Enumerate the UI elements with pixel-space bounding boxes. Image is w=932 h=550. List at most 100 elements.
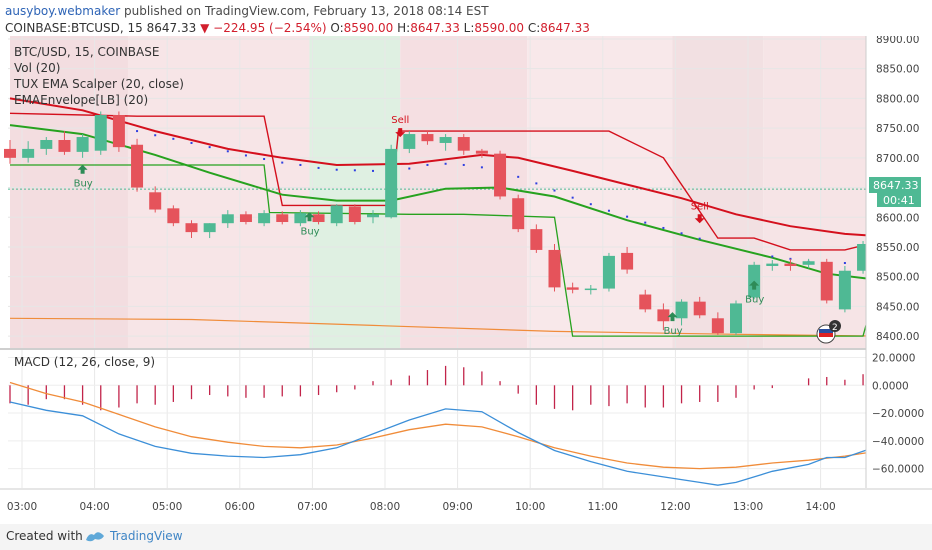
- macd-tick-label: −40.0000: [872, 436, 924, 448]
- price-tick-label: 8700.00: [876, 153, 919, 165]
- scalper-dot: [299, 163, 302, 166]
- open-value: 8590.00: [343, 21, 394, 35]
- legend-title[interactable]: BTC/USD, 15, COINBASE: [14, 45, 159, 59]
- candle-body: [330, 205, 343, 224]
- down-arrow-icon: ▼: [200, 21, 210, 35]
- candle-body: [294, 213, 307, 224]
- long-ema-line: [9, 317, 932, 338]
- legend-envelope[interactable]: EMAEnvelope[LB] (20): [14, 93, 148, 107]
- time-tick-label: 13:00: [733, 501, 763, 513]
- buy-arrow-icon: [749, 280, 760, 290]
- scalper-dot: [589, 203, 592, 206]
- candle-body: [475, 150, 488, 154]
- time-tick-label: 06:00: [225, 501, 255, 513]
- publish-line: ausyboy.webmaker published on TradingVie…: [5, 4, 489, 18]
- candle-body: [784, 263, 797, 266]
- buy-label: Buy: [745, 295, 764, 306]
- author-name[interactable]: ausyboy.webmaker: [5, 4, 121, 18]
- scalper-dot: [208, 146, 211, 149]
- candle-body: [131, 144, 144, 188]
- candle-body: [494, 153, 507, 197]
- candle-body: [621, 252, 634, 270]
- signals: Buy Buy Buy Buy Sell Sell: [74, 115, 765, 337]
- candle-body: [112, 115, 125, 148]
- scalper-dot: [843, 262, 846, 265]
- price-badge-value: 8647.33: [873, 179, 919, 192]
- scalper-dot: [317, 166, 320, 169]
- scalper-dot: [662, 226, 665, 229]
- scalper-dot: [190, 141, 193, 144]
- scalper-dot: [626, 215, 629, 218]
- price-tick-label: 8800.00: [876, 93, 919, 105]
- buy-label: Buy: [663, 326, 682, 337]
- candle-body: [457, 137, 470, 151]
- price-chart[interactable]: Buy Buy Buy Buy Sell Sell 8900.00 8850.00 8800.…: [0, 36, 932, 524]
- candle-body: [657, 309, 670, 322]
- scalper-dot: [353, 169, 356, 172]
- candle-body: [22, 148, 35, 158]
- candle-body: [639, 294, 652, 310]
- price-badge-box: [869, 177, 921, 193]
- candle-body: [820, 261, 833, 301]
- scalper-dot: [571, 196, 574, 199]
- flag-stripe-blue: [819, 329, 833, 333]
- price-tick-label: 8600.00: [876, 212, 919, 224]
- price-axis-background: [866, 36, 932, 524]
- envelope-mid-line: [9, 97, 932, 239]
- buy-arrow-icon: [304, 212, 315, 222]
- price-tick-label: 8500.00: [876, 272, 919, 284]
- macd-tick-label: −20.0000: [872, 408, 924, 420]
- tradingview-logo-icon[interactable]: [84, 527, 106, 545]
- chart-header: ausyboy.webmaker published on TradingVie…: [0, 0, 932, 38]
- price-tick-label: 8850.00: [876, 64, 919, 76]
- close-label: C:: [527, 21, 541, 35]
- buy-label: Buy: [300, 226, 319, 237]
- time-tick-label: 05:00: [152, 501, 182, 513]
- scalper-dot: [154, 134, 157, 137]
- low-label: L:: [463, 21, 475, 35]
- tradingview-link[interactable]: TradingView: [110, 529, 183, 543]
- candle-body: [693, 301, 706, 316]
- scalper-dot: [263, 158, 266, 161]
- flag-icon[interactable]: 2: [816, 320, 841, 344]
- price-tick-label: 8750.00: [876, 123, 919, 135]
- candle-body: [403, 134, 416, 149]
- candle-body: [40, 140, 53, 149]
- sell-arrow-icon: [395, 128, 406, 138]
- scalper-dot: [372, 169, 374, 172]
- candle-body: [530, 229, 543, 250]
- scalper-dot: [480, 166, 483, 169]
- candle-body: [4, 148, 16, 158]
- candle-body: [675, 301, 688, 319]
- candle-body: [221, 214, 234, 224]
- price-tick-label: 8400.00: [876, 331, 919, 343]
- price-tick-label: 8900.00: [876, 36, 919, 46]
- legend-tux[interactable]: TUX EMA Scalper (20, close): [13, 77, 184, 91]
- candle-body: [730, 303, 742, 334]
- high-value: 8647.33: [410, 21, 460, 35]
- time-tick-label: 08:00: [370, 501, 400, 513]
- candle-body: [385, 148, 398, 218]
- time-tick-label: 14:00: [805, 501, 835, 513]
- candle-body: [566, 287, 579, 290]
- candle-body: [766, 263, 779, 266]
- price-change: −224.95 (−2.54%): [213, 21, 327, 35]
- symbol-label: COINBASE:BTCUSD, 15: [5, 21, 143, 35]
- countdown-box: [877, 193, 921, 207]
- scalper-dot: [335, 168, 338, 171]
- candle-body: [167, 208, 180, 224]
- candle-body: [203, 223, 216, 233]
- scalper-dot: [644, 221, 647, 224]
- time-tick-label: 11:00: [588, 501, 618, 513]
- legend-macd[interactable]: MACD (12, 26, close, 9): [14, 355, 155, 369]
- time-tick-label: 04:00: [79, 501, 109, 513]
- grid-lines: [0, 36, 932, 488]
- candle-body: [802, 261, 815, 265]
- price-badge: 8647.33 00:41: [869, 177, 921, 207]
- legend-vol[interactable]: Vol (20): [14, 61, 60, 75]
- low-value: 8590.00: [474, 21, 525, 35]
- high-label: H:: [397, 21, 411, 35]
- background-band: [763, 36, 873, 348]
- flag-count-circle: [829, 320, 841, 332]
- candle-body: [312, 214, 325, 223]
